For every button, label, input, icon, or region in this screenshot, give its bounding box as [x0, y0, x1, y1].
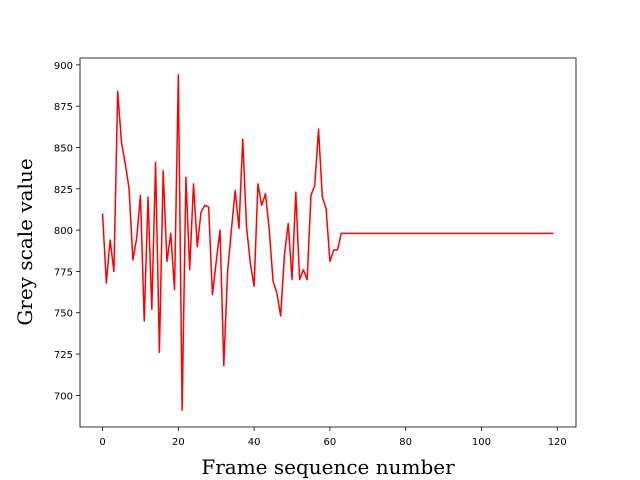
x-tick-label: 80: [399, 437, 412, 448]
y-tick-label: 850: [54, 143, 73, 154]
y-tick-label: 725: [54, 350, 73, 361]
y-tick-label: 900: [54, 61, 73, 72]
y-tick-label: 800: [54, 226, 73, 237]
y-tick-label: 775: [54, 267, 73, 278]
x-tick-label: 100: [472, 437, 491, 448]
x-axis-label: Frame sequence number: [201, 455, 455, 479]
x-tick-label: 120: [548, 437, 567, 448]
y-tick-label: 875: [54, 102, 73, 113]
data-line: [101, 74, 554, 411]
x-tick-label: 60: [324, 437, 337, 448]
x-tick-label: 0: [99, 437, 105, 448]
y-axis-label: Grey scale value: [13, 158, 37, 325]
plot-frame: [79, 57, 577, 428]
y-tick-label: 750: [54, 309, 73, 320]
y-tick-label: 825: [54, 185, 73, 196]
x-tick-label: 40: [248, 437, 261, 448]
x-tick-label: 20: [172, 437, 185, 448]
y-tick-label: 700: [54, 391, 73, 402]
